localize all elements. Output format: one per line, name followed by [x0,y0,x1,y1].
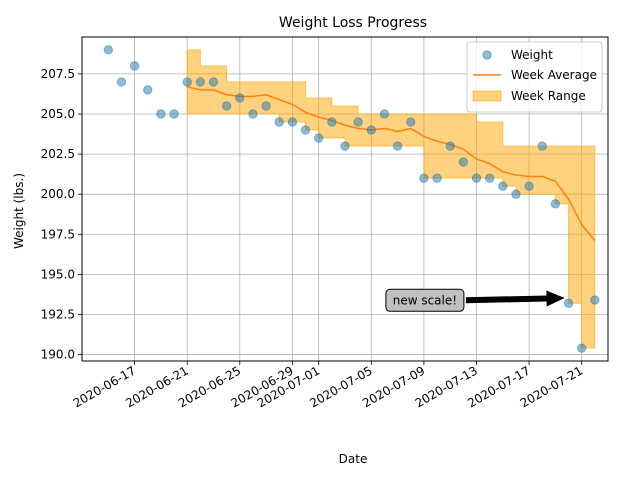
weight-point [590,295,600,305]
legend-label: Week Range [511,89,586,103]
legend: Weight Week Average Week Range [466,41,603,113]
x-axis-label: Date [339,452,368,466]
weight-point [143,85,153,95]
weight-point [274,117,284,127]
y-tick-label: 200.0 [41,187,75,201]
weight-point [366,125,376,135]
chart-title: Weight Loss Progress [279,15,427,31]
weight-point [208,77,219,87]
y-tick-label: 205.0 [41,107,75,121]
weight-point [156,109,166,119]
weight-point [129,61,140,71]
weight-point [432,173,442,183]
weight-point [221,101,232,111]
weight-point [498,181,508,191]
weight-point [103,45,114,55]
weight-point [550,199,561,209]
weight-point [300,125,311,135]
weight-point [419,173,429,183]
weight-point [327,117,337,127]
annotation-text: new scale! [393,293,457,307]
legend-marker-week-range [472,90,502,102]
weight-point [235,93,245,103]
weight-point [195,77,206,87]
weight-point [406,117,416,127]
week-average-path [187,85,596,242]
weight-point [340,141,350,151]
weight-point [471,173,482,183]
weight-point [353,117,363,127]
weight-point [314,133,324,143]
weight-point [524,181,534,191]
weight-point [169,109,179,119]
weight-point [577,343,587,353]
y-tick-label: 192.5 [41,307,75,321]
weight-point [287,117,298,127]
weight-point [537,141,547,151]
y-axis-label: Weight (lbs.) [12,173,26,249]
weight-point [392,141,403,151]
weight-point [511,189,521,199]
annotation: new scale! [385,288,565,312]
weight-point [445,141,455,151]
weight-point [261,101,271,111]
weight-point [379,109,390,119]
annotation-box [385,288,465,312]
y-tick-label: 207.5 [41,67,75,81]
y-axis-ticks: 190.0 192.5 195.0 197.5 200.0 202.5 205.0 207.5 [41,67,82,362]
weight-point [563,298,574,308]
legend-marker-weight [482,50,492,60]
weight-point [458,157,469,167]
annotation-arrow [465,290,565,307]
weight-point [116,77,127,87]
y-tick-label: 190.0 [41,348,75,362]
y-tick-label: 195.0 [41,267,75,281]
weight-point [182,77,192,87]
legend-label: Weight [511,48,553,62]
plot-frame [81,36,609,362]
weight-points [103,45,600,353]
y-tick-label: 202.5 [41,147,75,161]
weight-point [484,173,495,183]
week-average-line [187,85,596,242]
y-tick-label: 197.5 [41,227,75,241]
weight-point [248,109,258,119]
legend-label: Week Average [511,68,597,82]
